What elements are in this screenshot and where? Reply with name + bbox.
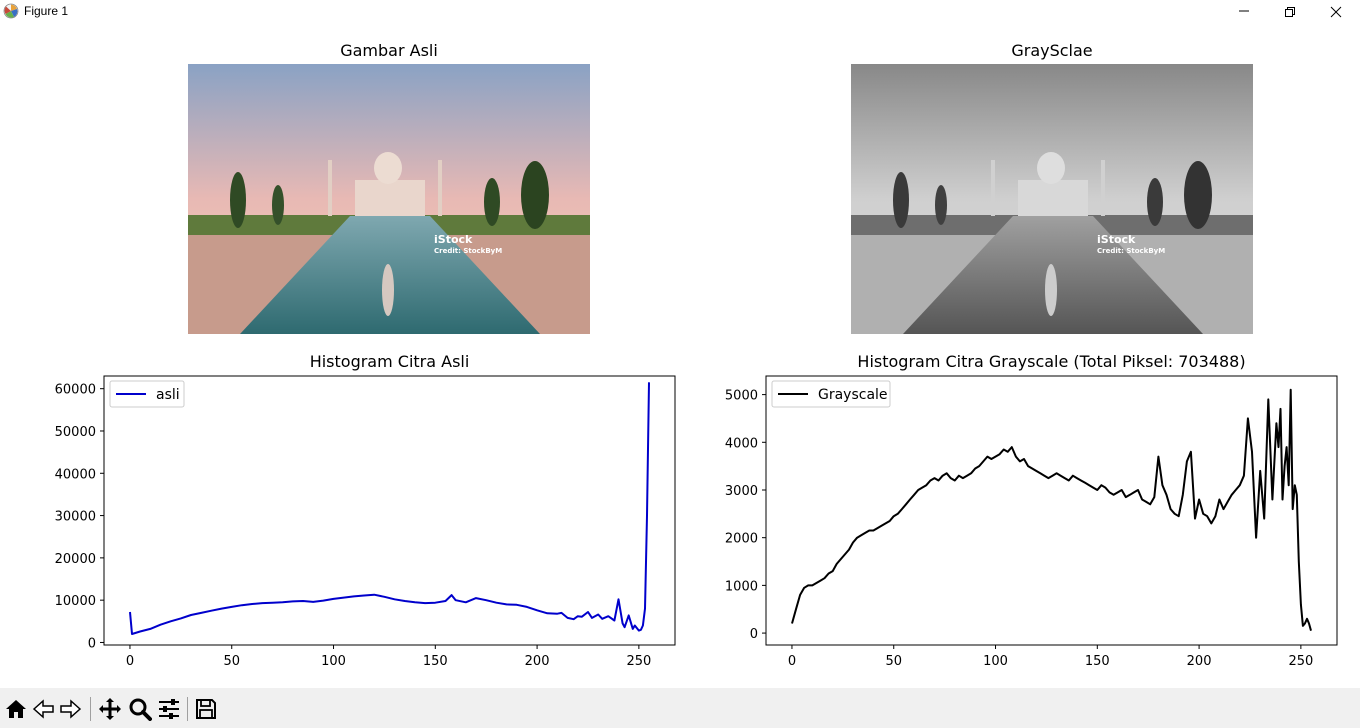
legend-label: asli (156, 387, 180, 403)
x-tick-label: 100 (983, 654, 1008, 669)
pan-button[interactable] (97, 696, 123, 722)
legend: Grayscale (771, 380, 891, 408)
original-image-watermark: iStock (434, 233, 473, 246)
plot-frame (103, 375, 676, 646)
x-tick-label: 250 (626, 654, 651, 669)
x-tick-label: 0 (788, 654, 796, 669)
grayscale-image-watermark: iStock (1097, 233, 1136, 246)
home-icon (6, 700, 26, 718)
forward-button[interactable] (57, 696, 83, 722)
grayscale-image: iStock Credit: StockByM (851, 64, 1253, 334)
configure-subplots-icon (159, 699, 179, 719)
x-tick-label: 0 (126, 654, 134, 669)
chart-title: Histogram Citra Asli (310, 352, 470, 371)
y-tick-label: 3000 (725, 484, 758, 499)
y-tick-label: 40000 (55, 467, 96, 482)
minimize-button[interactable] (1221, 0, 1267, 24)
restore-button[interactable] (1267, 0, 1313, 24)
toolbar-separator (90, 697, 91, 721)
x-tick-label: 50 (223, 654, 240, 669)
y-tick-label: 0 (88, 636, 96, 651)
y-tick-label: 1000 (725, 579, 758, 594)
x-tick-label: 200 (525, 654, 550, 669)
y-tick-label: 30000 (55, 510, 96, 525)
series-line-grayscale (791, 388, 1312, 631)
toolbar-separator (187, 697, 188, 721)
restore-icon (1285, 7, 1295, 17)
forward-arrow-icon (60, 699, 82, 719)
histogram-grayscale-chart: Histogram Citra Grayscale (Total Piksel:… (725, 352, 1338, 669)
matplotlib-icon (3, 3, 19, 19)
y-tick-label: 5000 (725, 389, 758, 404)
original-image-credit: Credit: StockByM (434, 247, 502, 255)
x-tick-label: 100 (321, 654, 346, 669)
home-button[interactable] (3, 696, 29, 722)
y-tick-label: 60000 (55, 383, 96, 398)
x-tick-label: 150 (1085, 654, 1110, 669)
close-button[interactable] (1313, 0, 1359, 24)
close-icon (1330, 6, 1342, 18)
plot-frame (765, 375, 1338, 646)
image-title-original: Gambar Asli (340, 41, 438, 60)
y-tick-label: 20000 (55, 552, 96, 567)
navigation-toolbar (0, 688, 1360, 728)
x-tick-label: 150 (423, 654, 448, 669)
y-tick-label: 2000 (725, 532, 758, 547)
zoom-icon (129, 698, 152, 721)
back-arrow-icon (32, 699, 54, 719)
save-button[interactable] (193, 696, 219, 722)
chart-title: Histogram Citra Grayscale (Total Piksel:… (857, 352, 1245, 371)
back-button[interactable] (31, 696, 57, 722)
x-tick-label: 200 (1187, 654, 1212, 669)
configure-subplots-button[interactable] (156, 696, 182, 722)
x-tick-label: 250 (1288, 654, 1313, 669)
save-icon (196, 699, 216, 719)
original-image: iStock Credit: StockByM (188, 64, 590, 334)
series-line-asli (129, 382, 650, 635)
zoom-button[interactable] (127, 696, 153, 722)
y-tick-label: 10000 (55, 594, 96, 609)
y-tick-label: 50000 (55, 425, 96, 440)
image-title-grayscale: GraySclae (1011, 41, 1092, 60)
x-tick-label: 50 (885, 654, 902, 669)
window-title: Figure 1 (24, 4, 69, 18)
grayscale-image-credit: Credit: StockByM (1097, 247, 1165, 255)
minimize-icon (1239, 10, 1249, 12)
legend-label: Grayscale (818, 387, 888, 403)
y-tick-label: 4000 (725, 436, 758, 451)
y-tick-label: 0 (750, 627, 758, 642)
histogram-original-chart: Histogram Citra Asli 0 50 100 150 200 250 0 100… (55, 352, 676, 669)
title-bar: Figure 1 (0, 0, 1360, 24)
pan-icon (99, 698, 121, 720)
figure-canvas[interactable]: Gambar Asli iStock Credit: StockByM Gray… (0, 24, 1360, 688)
figure-svg: Gambar Asli iStock Credit: StockByM Gray… (55, 41, 1338, 669)
legend: asli (109, 380, 185, 408)
